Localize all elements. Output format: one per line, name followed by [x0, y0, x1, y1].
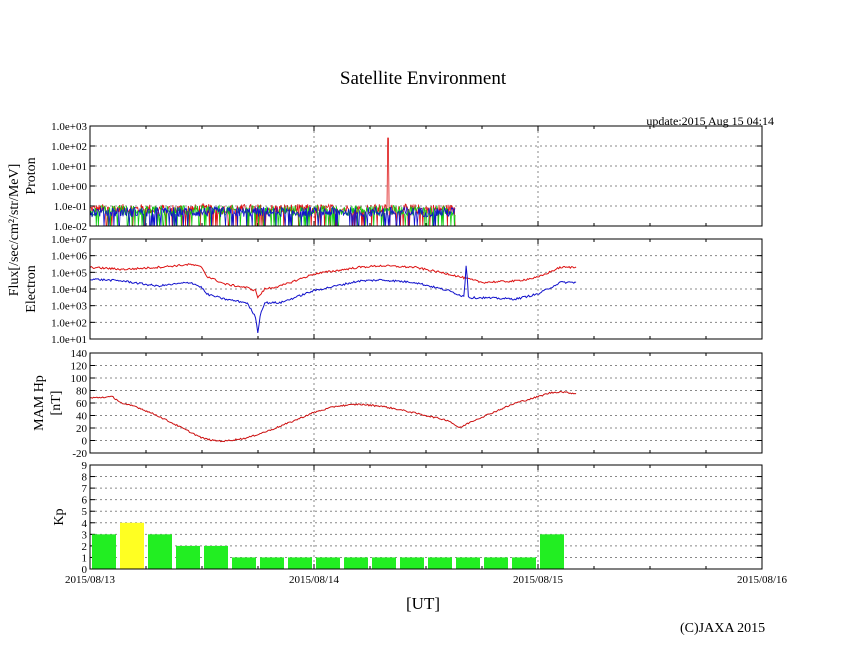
kp-bar: [372, 557, 396, 569]
y-tick-label: 4: [82, 518, 88, 530]
y-tick-label: -20: [72, 448, 87, 460]
kp-bar: [540, 534, 564, 569]
y-tick-label: 140: [71, 348, 88, 360]
kp-bar: [92, 534, 116, 569]
proton-series-line: [89, 205, 456, 227]
y-tick-label: 60: [76, 398, 88, 410]
panel-frame: [89, 238, 763, 340]
proton-axis-title: Proton: [24, 157, 39, 194]
hp-unit-title: [nT]: [49, 391, 64, 416]
flux-axis-title: Flux[/sec/cm²/str/MeV]: [7, 164, 22, 297]
kp-bar: [260, 557, 284, 569]
kp-bar: [148, 534, 172, 569]
x-tick-label: 2015/08/15: [513, 574, 564, 586]
kp-bar: [120, 522, 144, 569]
kp-bar: [316, 557, 340, 569]
x-tick-label: 2015/08/14: [289, 574, 340, 586]
electron-axis-title: Electron: [24, 265, 39, 312]
x-tick-label: 2015/08/13: [65, 574, 116, 586]
y-tick-label: 9: [82, 460, 88, 472]
y-tick-label: 120: [71, 361, 88, 373]
kp-axis-title: Kp: [52, 508, 67, 525]
kp-bar: [232, 557, 256, 569]
x-axis-label: [UT]: [406, 594, 440, 613]
update-timestamp: update:2015 Aug 15 04:14: [646, 114, 774, 128]
y-tick-label: 5: [82, 506, 88, 518]
y-tick-label: 1.0e-01: [54, 201, 87, 213]
y-tick-label: 0: [82, 436, 88, 448]
kp-bar: [428, 557, 452, 569]
kp-bar: [288, 557, 312, 569]
y-tick-label: 40: [76, 411, 88, 423]
kp-bar: [176, 545, 200, 569]
proton-series-line: [89, 204, 456, 227]
kp-bar: [344, 557, 368, 569]
y-tick-label: 1.0e+02: [51, 317, 87, 329]
y-tick-label: 1.0e+01: [51, 161, 87, 173]
electron-series-line: [90, 265, 577, 333]
hp-axis-title: MAM Hp: [32, 375, 47, 431]
kp-bar: [456, 557, 480, 569]
chart-title: Satellite Environment: [339, 68, 507, 89]
y-tick-label: 6: [82, 495, 88, 507]
panel-frame: [89, 125, 763, 227]
y-tick-label: 1.0e-02: [54, 221, 87, 233]
y-tick-label: 20: [76, 423, 88, 435]
y-tick-label: 1.0e+00: [51, 181, 87, 193]
y-tick-label: 1.0e+02: [51, 141, 87, 153]
kp-bar: [400, 557, 424, 569]
y-tick-label: 1.0e+06: [51, 251, 87, 263]
y-tick-label: 1.0e+07: [51, 234, 87, 246]
y-tick-label: 80: [76, 386, 88, 398]
y-tick-label: 1.0e+01: [51, 334, 87, 346]
y-tick-label: 100: [71, 373, 88, 385]
panel-frame: [89, 464, 763, 570]
copyright-notice: (C)JAXA 2015: [680, 621, 766, 636]
x-tick-label: 2015/08/16: [737, 574, 788, 586]
kp-bar: [204, 545, 228, 569]
y-tick-label: 0: [82, 564, 88, 576]
y-tick-label: 3: [82, 529, 88, 541]
y-tick-label: 2: [82, 541, 88, 553]
kp-bar: [512, 557, 536, 569]
y-tick-label: 1.0e+03: [51, 301, 87, 313]
y-tick-label: 1.0e+04: [51, 284, 87, 296]
electron-series-line: [89, 263, 577, 299]
panel-frame: [89, 352, 763, 454]
y-tick-label: 1: [82, 552, 88, 564]
y-tick-label: 7: [82, 483, 88, 495]
y-tick-label: 1.0e+03: [51, 121, 87, 133]
y-tick-label: 1.0e+05: [51, 267, 87, 279]
kp-bar: [484, 557, 508, 569]
hp-series-line: [89, 390, 577, 443]
y-tick-label: 8: [82, 472, 88, 484]
